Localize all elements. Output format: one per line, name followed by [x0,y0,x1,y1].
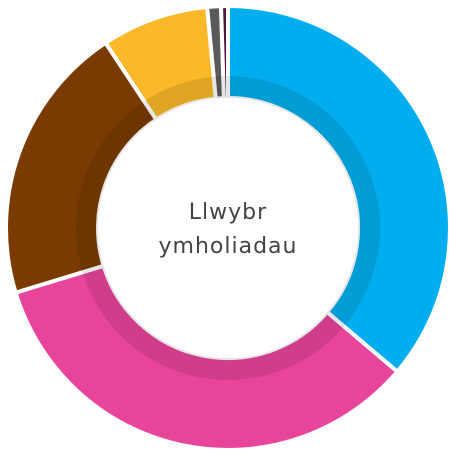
center-title: Llwybr ymholiadau [158,200,298,259]
inner-shadow [76,76,380,380]
donut-hole [98,98,358,358]
